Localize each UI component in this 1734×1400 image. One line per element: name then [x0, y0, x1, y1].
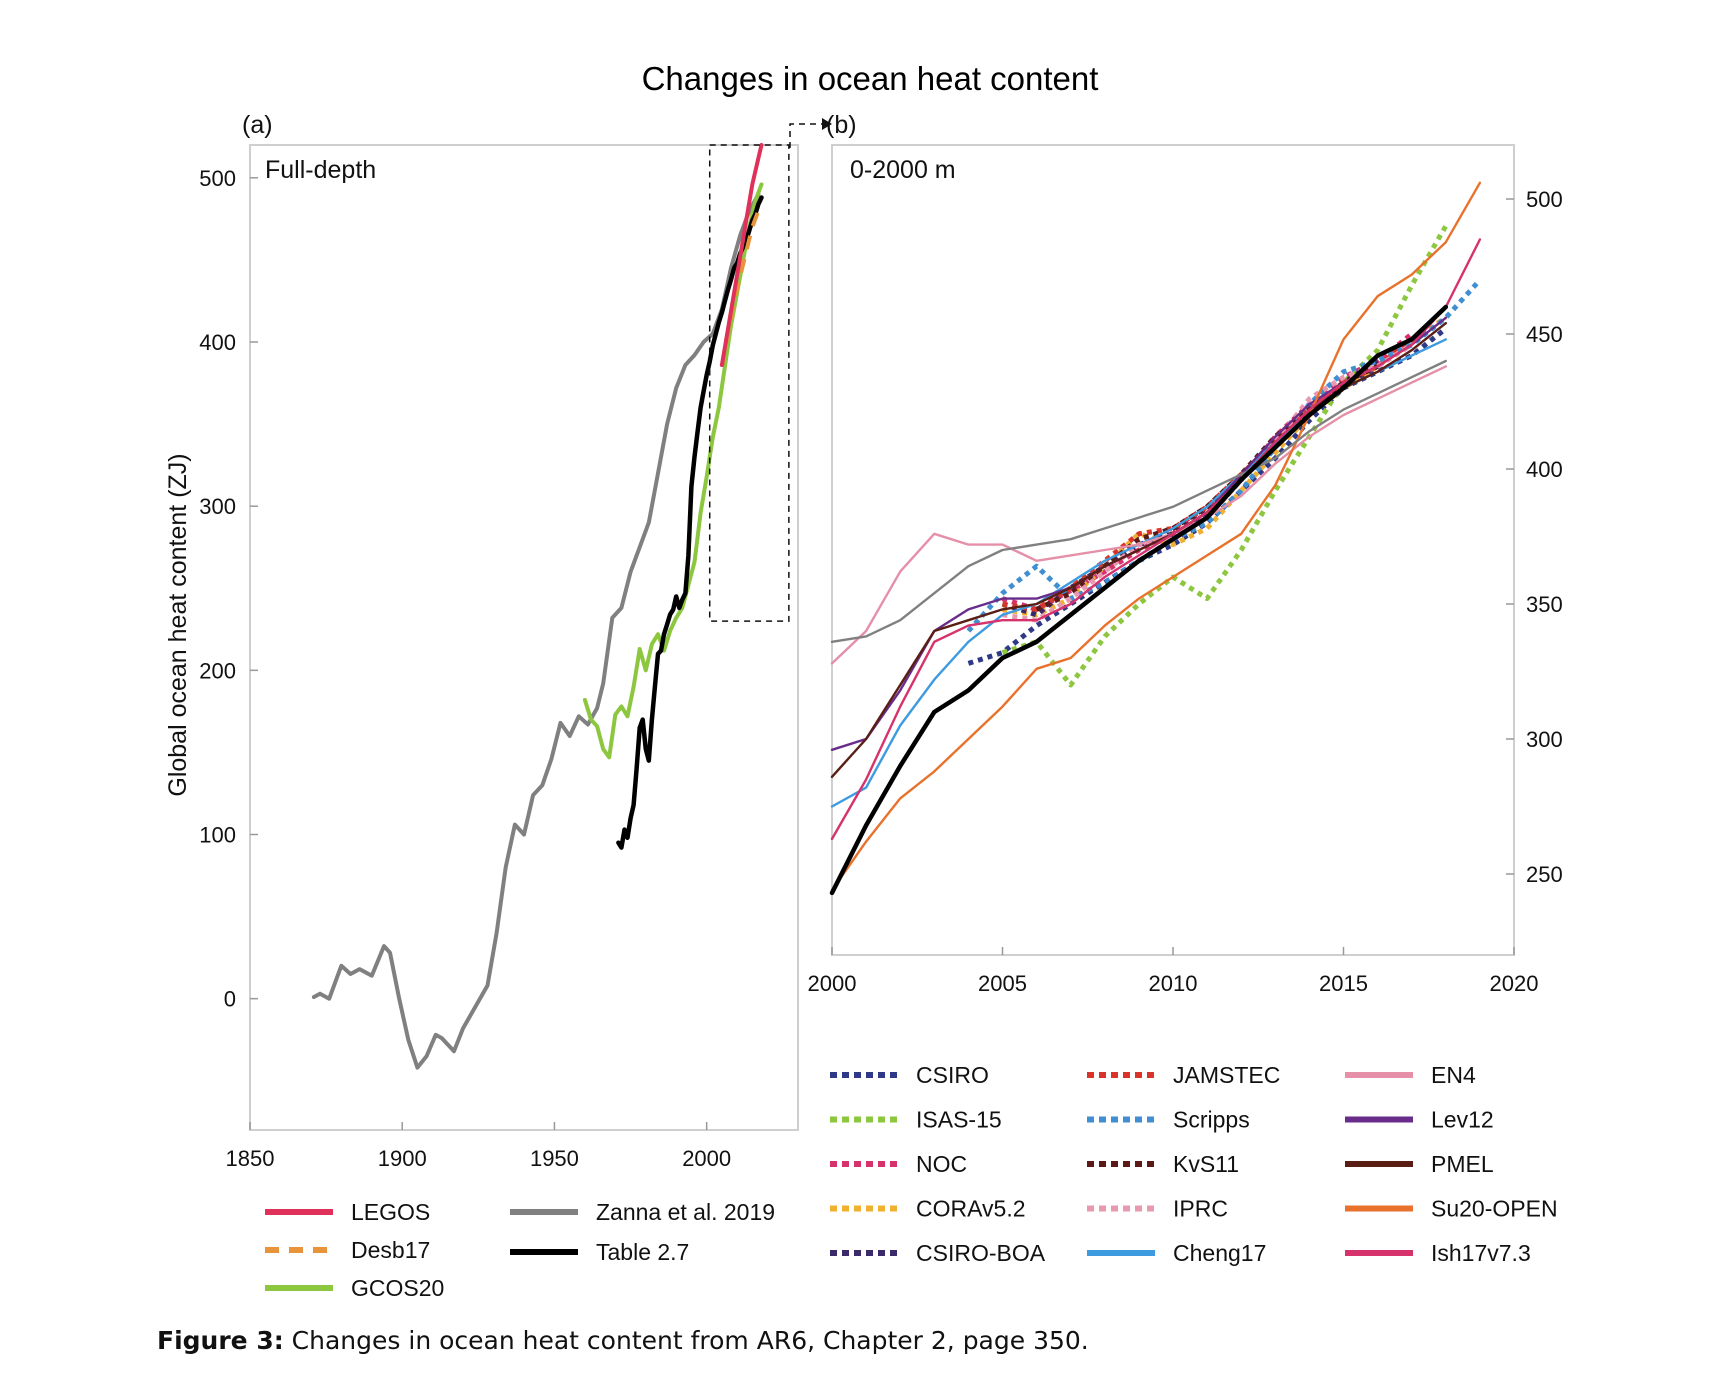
x-tick-label-2005: 2005	[978, 971, 1027, 996]
legend-label-iprc: IPRC	[1173, 1196, 1228, 1222]
legend-label-zanna-et-al-2019: Zanna et al. 2019	[596, 1199, 775, 1225]
series-line-gcos20	[582, 182, 764, 760]
panel-a-ticks: 1850 1900 1950 2000 0 100 200 300 400 500	[199, 166, 731, 1171]
x-tick-label-1850: 1850	[226, 1146, 275, 1171]
legend-label-lev12: Lev12	[1431, 1107, 1494, 1133]
series-line-legos	[719, 143, 764, 367]
legend-label-desb17: Desb17	[351, 1237, 430, 1263]
y-tick-label-250: 250	[1526, 862, 1563, 887]
zoom-box	[708, 144, 790, 622]
panel-b-label: (b)	[826, 111, 857, 139]
zoom-connector	[789, 123, 822, 148]
panel-b-frame	[831, 144, 1515, 956]
panel-a-title: Full-depth	[265, 156, 376, 184]
panel-a-series	[311, 143, 764, 1070]
legend-label-cheng17: Cheng17	[1173, 1240, 1266, 1266]
series-line-isas-15	[1001, 224, 1448, 688]
y-tick-label-450: 450	[1526, 322, 1563, 347]
x-tick-label-2000: 2000	[808, 971, 857, 996]
series-line-ish17v7-3	[830, 238, 1482, 841]
y-tick-label-500: 500	[199, 166, 236, 191]
legend-label-csiro-boa: CSIRO-BOA	[916, 1240, 1046, 1266]
zoom-connector-arrowhead	[822, 118, 832, 130]
legend-label-ish17v7-3: Ish17v7.3	[1431, 1240, 1531, 1266]
legend-label-jamstec: JAMSTEC	[1173, 1062, 1280, 1088]
legend-label-su20-open: Su20-OPEN	[1431, 1196, 1558, 1222]
series-line-table-2-7	[616, 195, 764, 850]
series-line-csiro	[967, 326, 1448, 666]
legend-label-table-2-7: Table 2.7	[596, 1239, 689, 1265]
legend-panel-b: CSIRO ISAS-15 NOC CORAv5.2 CSIRO-BOA JAMSTEC S…	[830, 1062, 1558, 1266]
x-tick-label-2000: 2000	[682, 1146, 731, 1171]
series-line-iprc	[1002, 342, 1414, 623]
x-tick-label-2015: 2015	[1319, 971, 1368, 996]
series-line-pmel	[830, 322, 1448, 778]
series-line-su20-open	[830, 181, 1482, 892]
series-line-zanna-et-al-2019	[311, 192, 761, 1070]
figure-title: Changes in ocean heat content	[642, 60, 1099, 97]
series-line-table-2-7	[829, 304, 1449, 896]
y-tick-label-500: 500	[1526, 187, 1563, 212]
figure-caption: Figure 3: Changes in ocean heat content …	[157, 1326, 1089, 1355]
legend-label-scripps: Scripps	[1173, 1107, 1250, 1133]
caption-bold: Figure 3:	[157, 1326, 284, 1355]
y-tick-label-400: 400	[1526, 457, 1563, 482]
x-tick-label-1900: 1900	[378, 1146, 427, 1171]
panel-b-title: 0-2000 m	[850, 156, 956, 184]
legend-label-csiro: CSIRO	[916, 1062, 989, 1088]
y-tick-label-300: 300	[199, 494, 236, 519]
panel-b-0-2000m: (b) 0-2000 m 2000 2005 2010 2015 2020 250 300 3…	[808, 111, 1563, 996]
legend-label-corav5-2: CORAv5.2	[916, 1196, 1026, 1222]
legend-label-en4: EN4	[1431, 1062, 1476, 1088]
legend-label-legos: LEGOS	[351, 1199, 430, 1225]
series-line-en4	[830, 365, 1448, 665]
legend-label-noc: NOC	[916, 1151, 967, 1177]
panel-a-full-depth: (a) Full-depth Global ocean heat content…	[164, 111, 799, 1171]
x-tick-label-2010: 2010	[1149, 971, 1198, 996]
caption-text: Changes in ocean heat content from AR6, …	[283, 1326, 1089, 1355]
y-tick-label-200: 200	[199, 658, 236, 683]
y-tick-label-350: 350	[1526, 592, 1563, 617]
y-tick-label-100: 100	[199, 823, 236, 848]
panel-b-ticks: 2000 2005 2010 2015 2020 250 300 350 400 450 500	[808, 187, 1563, 996]
panel-a-y-axis-label: Global ocean heat content (ZJ)	[164, 453, 192, 796]
series-line-zanna-et-al-2019	[830, 359, 1448, 643]
y-tick-label-300: 300	[1526, 727, 1563, 752]
legend-label-isas-15: ISAS-15	[916, 1107, 1002, 1133]
series-line-scripps	[966, 278, 1482, 633]
legend-panel-a: LEGOS Desb17 GCOS20 Zanna et al. 2019 Table …	[265, 1199, 775, 1301]
y-tick-label-0: 0	[224, 987, 236, 1012]
y-tick-label-400: 400	[199, 330, 236, 355]
legend-label-kvs11: KvS11	[1173, 1151, 1239, 1177]
legend-label-pmel: PMEL	[1431, 1151, 1494, 1177]
panel-a-label: (a)	[242, 111, 273, 139]
legend-label-gcos20: GCOS20	[351, 1275, 444, 1301]
x-tick-label-1950: 1950	[530, 1146, 579, 1171]
panel-b-series	[829, 181, 1482, 896]
panel-a-frame	[249, 144, 799, 1131]
x-tick-label-2020: 2020	[1490, 971, 1539, 996]
